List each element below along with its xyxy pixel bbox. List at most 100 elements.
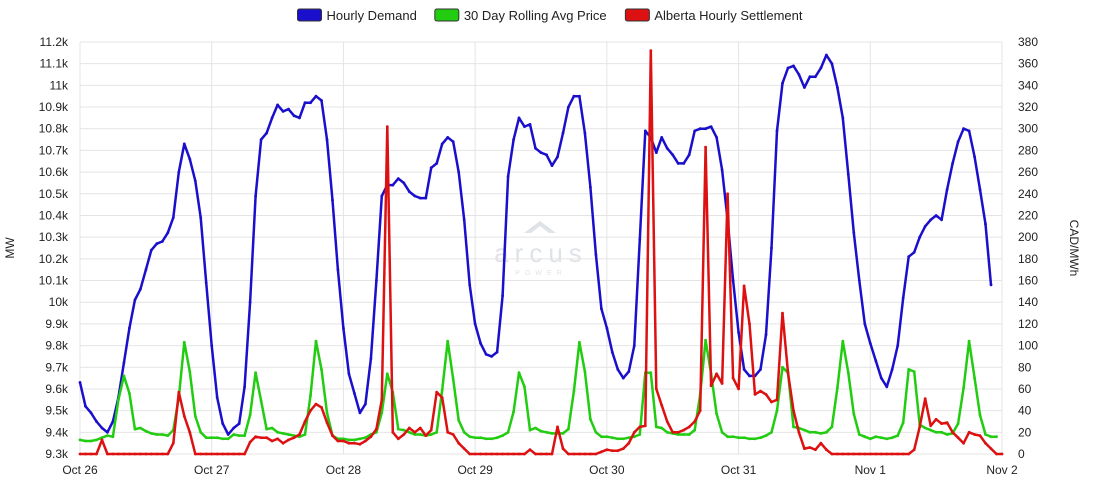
data-point[interactable] [561,447,565,450]
data-point[interactable] [325,421,329,424]
data-point[interactable] [468,435,472,439]
data-point[interactable] [353,391,356,395]
data-point[interactable] [84,439,87,443]
data-point[interactable] [890,368,894,371]
data-point[interactable] [578,94,581,98]
data-point[interactable] [846,452,850,456]
data-point[interactable] [578,452,581,456]
data-point[interactable] [539,151,543,155]
data-point[interactable] [901,421,905,424]
data-point[interactable] [342,326,345,330]
data-point[interactable] [956,140,960,144]
data-point[interactable] [643,424,647,428]
data-point[interactable] [523,125,526,128]
data-point[interactable] [896,452,900,456]
data-point[interactable] [786,371,790,375]
data-point[interactable] [967,339,971,343]
data-point[interactable] [303,101,307,105]
data-point[interactable] [309,394,312,397]
data-point[interactable] [621,437,625,441]
data-point[interactable] [446,339,450,343]
data-point[interactable] [912,370,916,373]
data-point[interactable] [490,452,493,456]
data-point[interactable] [940,422,943,425]
data-point[interactable] [413,194,417,198]
data-point[interactable] [331,434,334,437]
data-point[interactable] [742,436,746,440]
data-point[interactable] [605,435,609,439]
data-point[interactable] [797,73,801,76]
data-point[interactable] [254,371,257,375]
data-point[interactable] [265,436,268,440]
data-point[interactable] [314,402,318,406]
data-point[interactable] [221,437,225,441]
data-point[interactable] [303,433,307,436]
data-point[interactable] [100,436,104,440]
data-point[interactable] [984,441,987,445]
data-point[interactable] [671,153,675,157]
data-point[interactable] [270,426,274,430]
data-point[interactable] [923,397,927,401]
data-point[interactable] [945,433,949,436]
data-point[interactable] [764,333,768,337]
data-point[interactable] [846,371,850,375]
data-point[interactable] [594,452,598,456]
data-point[interactable] [610,350,614,354]
data-point[interactable] [962,386,965,390]
data-point[interactable] [989,435,993,439]
data-point[interactable] [528,123,532,126]
data-point[interactable] [248,413,252,417]
data-point[interactable] [133,452,137,456]
data-point[interactable] [259,399,263,403]
data-point[interactable] [237,434,241,437]
data-point[interactable] [204,281,208,285]
data-point[interactable] [956,422,960,425]
data-point[interactable] [550,452,554,456]
data-point[interactable] [720,382,724,385]
data-point[interactable] [127,452,131,456]
data-point[interactable] [314,94,318,98]
data-point[interactable] [495,436,499,440]
data-point[interactable] [863,435,867,439]
data-point[interactable] [155,242,159,246]
data-point[interactable] [490,437,493,441]
data-point[interactable] [479,436,482,440]
data-point[interactable] [775,398,779,402]
data-point[interactable] [484,352,488,356]
data-point[interactable] [814,448,817,452]
data-point[interactable] [149,248,153,252]
data-point[interactable] [89,411,93,415]
data-point[interactable] [830,62,834,66]
data-point[interactable] [660,136,664,139]
data-point[interactable] [934,430,938,434]
data-point[interactable] [391,430,395,434]
data-point[interactable] [254,194,257,198]
data-point[interactable] [770,430,773,434]
data-point[interactable] [281,432,285,435]
data-point[interactable] [193,179,197,183]
data-point[interactable] [737,387,740,391]
data-point[interactable] [709,125,713,128]
data-point[interactable] [95,420,98,423]
data-point[interactable] [106,434,109,437]
data-point[interactable] [418,426,422,430]
data-point[interactable] [320,99,323,102]
data-point[interactable] [501,434,504,437]
data-point[interactable] [473,322,477,326]
data-point[interactable] [731,279,735,282]
data-point[interactable] [797,430,801,434]
data-point[interactable] [715,136,718,139]
data-point[interactable] [473,436,477,440]
data-point[interactable] [830,452,834,456]
data-point[interactable] [616,437,620,441]
data-point[interactable] [578,340,581,344]
data-point[interactable] [665,146,669,150]
data-point[interactable] [682,162,686,165]
data-point[interactable] [336,439,340,443]
data-point[interactable] [539,452,543,456]
data-point[interactable] [781,81,784,85]
data-point[interactable] [424,196,428,200]
data-point[interactable] [133,298,137,302]
data-point[interactable] [226,452,230,456]
data-point[interactable] [149,452,153,456]
